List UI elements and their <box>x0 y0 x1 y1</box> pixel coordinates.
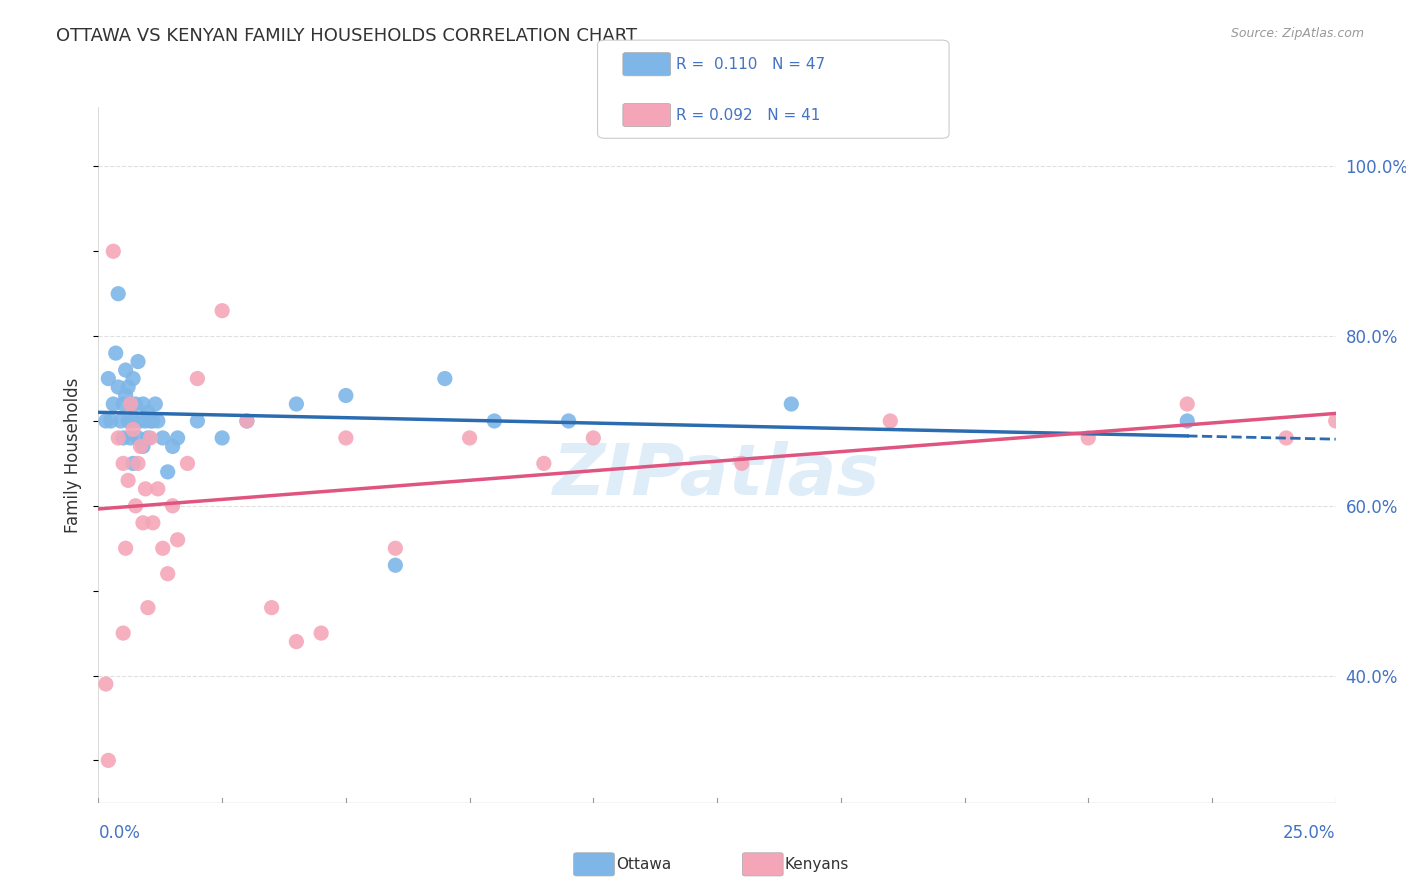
Point <box>103 397 125 411</box>
Point <box>285 397 308 411</box>
Point <box>127 431 149 445</box>
Point <box>134 482 156 496</box>
Point <box>124 397 146 411</box>
Point <box>152 431 174 445</box>
Point <box>114 388 136 402</box>
Point <box>176 457 198 471</box>
Point <box>146 482 169 496</box>
Point <box>1175 414 1198 428</box>
Text: Ottawa: Ottawa <box>616 857 671 871</box>
Point <box>120 431 142 445</box>
Point <box>156 465 179 479</box>
Point <box>127 354 149 368</box>
Point <box>146 414 169 428</box>
Point <box>136 405 159 419</box>
Point <box>780 397 803 411</box>
Point <box>1275 431 1298 445</box>
Text: Source: ZipAtlas.com: Source: ZipAtlas.com <box>1230 27 1364 40</box>
Point <box>335 431 357 445</box>
Point <box>139 414 162 428</box>
Point <box>107 431 129 445</box>
Point <box>117 474 139 488</box>
Point <box>166 533 188 547</box>
Point <box>142 516 165 530</box>
Point <box>120 397 142 411</box>
Point <box>166 431 188 445</box>
Point <box>162 499 184 513</box>
Point <box>94 677 117 691</box>
Point <box>260 600 283 615</box>
Point <box>236 414 259 428</box>
Point <box>107 286 129 301</box>
Point <box>122 371 145 385</box>
Point <box>129 414 152 428</box>
Text: 0.0%: 0.0% <box>98 824 141 842</box>
Point <box>156 566 179 581</box>
Point <box>582 431 605 445</box>
Point <box>112 431 135 445</box>
Point <box>97 371 120 385</box>
Point <box>384 541 406 556</box>
Point <box>211 303 233 318</box>
Point <box>117 380 139 394</box>
Point <box>132 439 155 453</box>
Text: OTTAWA VS KENYAN FAMILY HOUSEHOLDS CORRELATION CHART: OTTAWA VS KENYAN FAMILY HOUSEHOLDS CORRE… <box>56 27 637 45</box>
Y-axis label: Family Households: Family Households <box>65 377 83 533</box>
Point <box>122 457 145 471</box>
Point <box>139 431 162 445</box>
Point <box>112 457 135 471</box>
Point <box>97 753 120 767</box>
Point <box>236 414 259 428</box>
Point <box>100 414 122 428</box>
Point <box>186 414 208 428</box>
Text: Kenyans: Kenyans <box>785 857 849 871</box>
Point <box>120 397 142 411</box>
Point <box>110 414 132 428</box>
Text: ZIPatlas: ZIPatlas <box>554 442 880 510</box>
Point <box>1175 397 1198 411</box>
Point <box>124 499 146 513</box>
Point <box>211 431 233 445</box>
Point <box>335 388 357 402</box>
Point <box>152 541 174 556</box>
Point <box>1324 414 1347 428</box>
Text: R =  0.110   N = 47: R = 0.110 N = 47 <box>676 57 825 71</box>
Point <box>186 371 208 385</box>
Point <box>132 516 155 530</box>
Point <box>114 363 136 377</box>
Point <box>94 414 117 428</box>
Point <box>136 431 159 445</box>
Point <box>103 244 125 259</box>
Point <box>122 422 145 436</box>
Point <box>557 414 579 428</box>
Point <box>104 346 127 360</box>
Point <box>127 457 149 471</box>
Point <box>117 414 139 428</box>
Point <box>458 431 481 445</box>
Point <box>731 457 754 471</box>
Point <box>132 397 155 411</box>
Point <box>112 626 135 640</box>
Point <box>484 414 506 428</box>
Point <box>142 414 165 428</box>
Point <box>1077 431 1099 445</box>
Point <box>384 558 406 573</box>
Point <box>136 600 159 615</box>
Text: R = 0.092   N = 41: R = 0.092 N = 41 <box>676 108 821 122</box>
Point <box>134 414 156 428</box>
Point <box>107 380 129 394</box>
Point <box>309 626 332 640</box>
Point <box>112 397 135 411</box>
Point <box>122 414 145 428</box>
Text: 25.0%: 25.0% <box>1284 824 1336 842</box>
Point <box>285 634 308 648</box>
Point <box>114 541 136 556</box>
Point <box>879 414 901 428</box>
Point <box>162 439 184 453</box>
Point <box>143 397 166 411</box>
Point <box>129 439 152 453</box>
Point <box>433 371 456 385</box>
Point <box>533 457 555 471</box>
